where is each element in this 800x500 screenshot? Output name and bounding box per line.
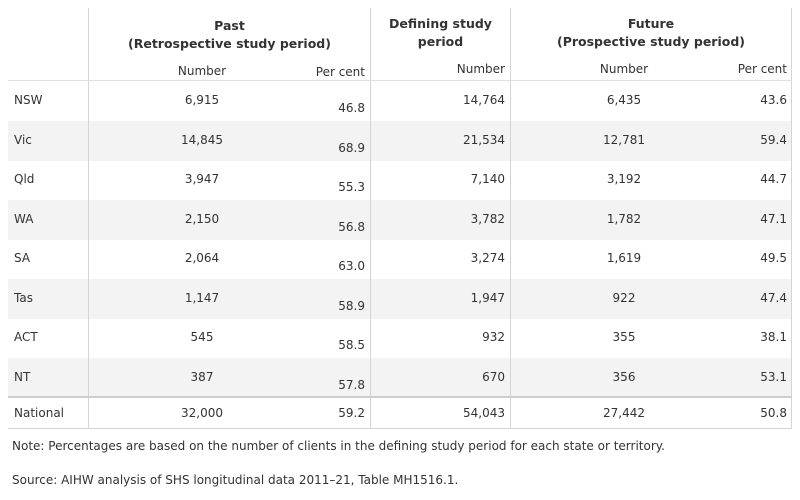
- cell-future-number: 1,619: [606, 251, 642, 265]
- cell-future-percent: 49.5: [760, 251, 787, 265]
- cell-past-percent: 58.9: [338, 299, 365, 313]
- row-label-total: National: [14, 406, 65, 420]
- header-defining-line2: period: [417, 34, 464, 49]
- cell-past-percent: 58.5: [338, 338, 365, 352]
- cell-past-percent: 46.8: [338, 101, 365, 115]
- header-past-line1: Past: [214, 18, 245, 33]
- row-band: [8, 279, 792, 319]
- cell-future-percent: 43.6: [760, 93, 787, 107]
- row-label: WA: [14, 212, 34, 226]
- cell-future-number: 6,435: [606, 93, 642, 107]
- cell-past-percent: 63.0: [338, 259, 365, 273]
- header-defining: Defining study period: [371, 15, 510, 51]
- header-defining-line1: Defining study: [389, 16, 492, 31]
- table-note: Note: Percentages are based on the numbe…: [12, 439, 665, 453]
- subheader-future-number: Number: [599, 62, 649, 76]
- cell-defining-number: 21,534: [463, 133, 505, 147]
- cell-past-percent: 56.8: [338, 220, 365, 234]
- cell-future-number: 922: [612, 291, 636, 305]
- header-rule: [8, 80, 792, 81]
- subheader-past-percent: Per cent: [315, 65, 365, 79]
- cell-past-number: 545: [190, 330, 214, 344]
- cell-future-percent: 47.1: [760, 212, 787, 226]
- cell-past-number: 387: [190, 370, 214, 384]
- column-divider-past: [88, 8, 89, 429]
- row-label: SA: [14, 251, 31, 265]
- cell-past-number: 14,845: [181, 133, 223, 147]
- cell-past-percent: 55.3: [338, 180, 365, 194]
- column-divider-defining: [370, 8, 371, 429]
- cell-defining-number: 932: [482, 330, 505, 344]
- cell-future-number: 12,781: [603, 133, 645, 147]
- row-label: Vic: [14, 133, 32, 147]
- cell-defining-number: 3,782: [470, 212, 505, 226]
- header-future-line2: (Prospective study period): [556, 34, 746, 49]
- cell-future-percent: 47.4: [760, 291, 787, 305]
- row-band: [8, 121, 792, 161]
- cell-past-percent: 57.8: [338, 378, 365, 392]
- table-bottom-rule: [8, 428, 792, 429]
- cell-past-number-total: 32,000: [181, 406, 223, 420]
- header-past-line2: (Retrospective study period): [128, 36, 331, 51]
- cell-future-number: 356: [612, 370, 636, 384]
- header-future-line1: Future: [627, 16, 675, 31]
- table-source: Source: AIHW analysis of SHS longitudina…: [12, 473, 459, 487]
- cell-future-number-total: 27,442: [603, 406, 645, 420]
- cell-past-percent: 68.9: [338, 141, 365, 155]
- row-band: [8, 358, 792, 398]
- cell-past-number: 6,915: [184, 93, 220, 107]
- cell-defining-number: 3,274: [470, 251, 505, 265]
- subheader-future-percent: Per cent: [737, 62, 787, 76]
- cell-past-number: 2,064: [184, 251, 220, 265]
- cell-past-percent-total: 59.2: [338, 406, 365, 420]
- cell-future-percent-total: 50.8: [760, 406, 787, 420]
- cell-future-number: 1,782: [606, 212, 642, 226]
- cell-past-number: 2,150: [184, 212, 220, 226]
- row-label: Qld: [14, 172, 35, 186]
- header-future: Future (Prospective study period): [511, 15, 791, 51]
- row-label: NT: [14, 370, 31, 384]
- cell-future-number: 3,192: [606, 172, 642, 186]
- total-rule: [8, 396, 792, 398]
- cell-defining-number: 7,140: [470, 172, 505, 186]
- cell-defining-number: 1,947: [470, 291, 505, 305]
- cell-past-number: 1,147: [184, 291, 220, 305]
- cell-defining-number: 670: [482, 370, 505, 384]
- subheader-past-number: Number: [177, 64, 227, 78]
- cell-defining-number-total: 54,043: [463, 406, 505, 420]
- cell-future-number: 355: [612, 330, 636, 344]
- row-label: ACT: [14, 330, 38, 344]
- cell-future-percent: 38.1: [760, 330, 787, 344]
- header-past: Past (Retrospective study period): [89, 17, 370, 53]
- subheader-defining-number: Number: [456, 62, 505, 76]
- cell-future-percent: 44.7: [760, 172, 787, 186]
- table-right-border: [791, 8, 792, 429]
- row-label: Tas: [14, 291, 33, 305]
- column-divider-future: [510, 8, 511, 429]
- cell-future-percent: 59.4: [760, 133, 787, 147]
- row-label: NSW: [14, 93, 43, 107]
- cell-future-percent: 53.1: [760, 370, 787, 384]
- row-band: [8, 200, 792, 240]
- cell-defining-number: 14,764: [463, 93, 505, 107]
- cell-past-number: 3,947: [184, 172, 220, 186]
